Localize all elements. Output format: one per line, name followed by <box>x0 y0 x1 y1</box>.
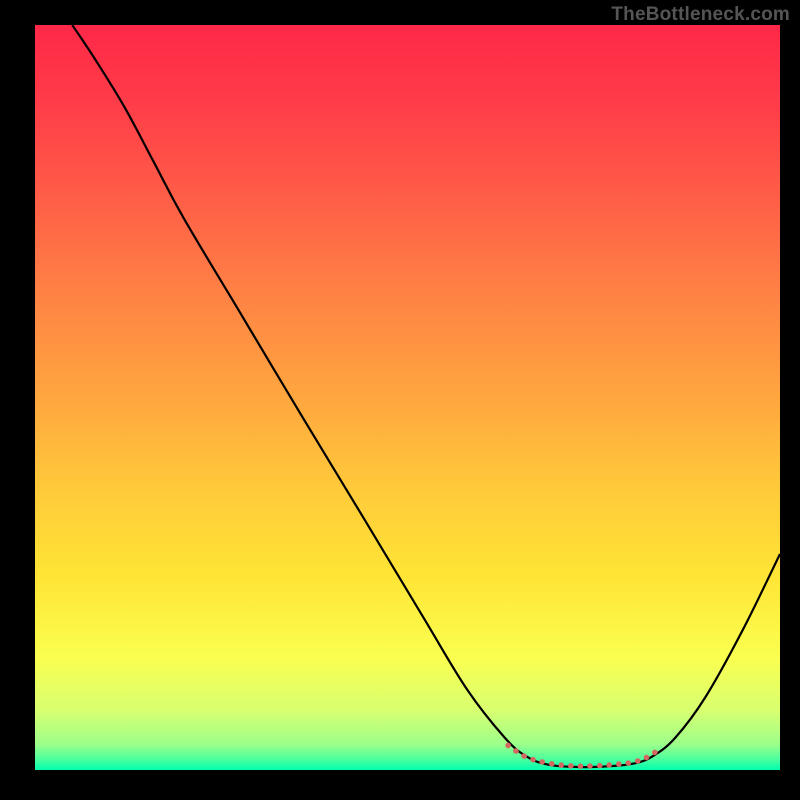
gradient-background <box>35 25 780 770</box>
plot-area <box>35 25 780 770</box>
watermark-text: TheBottleneck.com <box>611 4 790 26</box>
